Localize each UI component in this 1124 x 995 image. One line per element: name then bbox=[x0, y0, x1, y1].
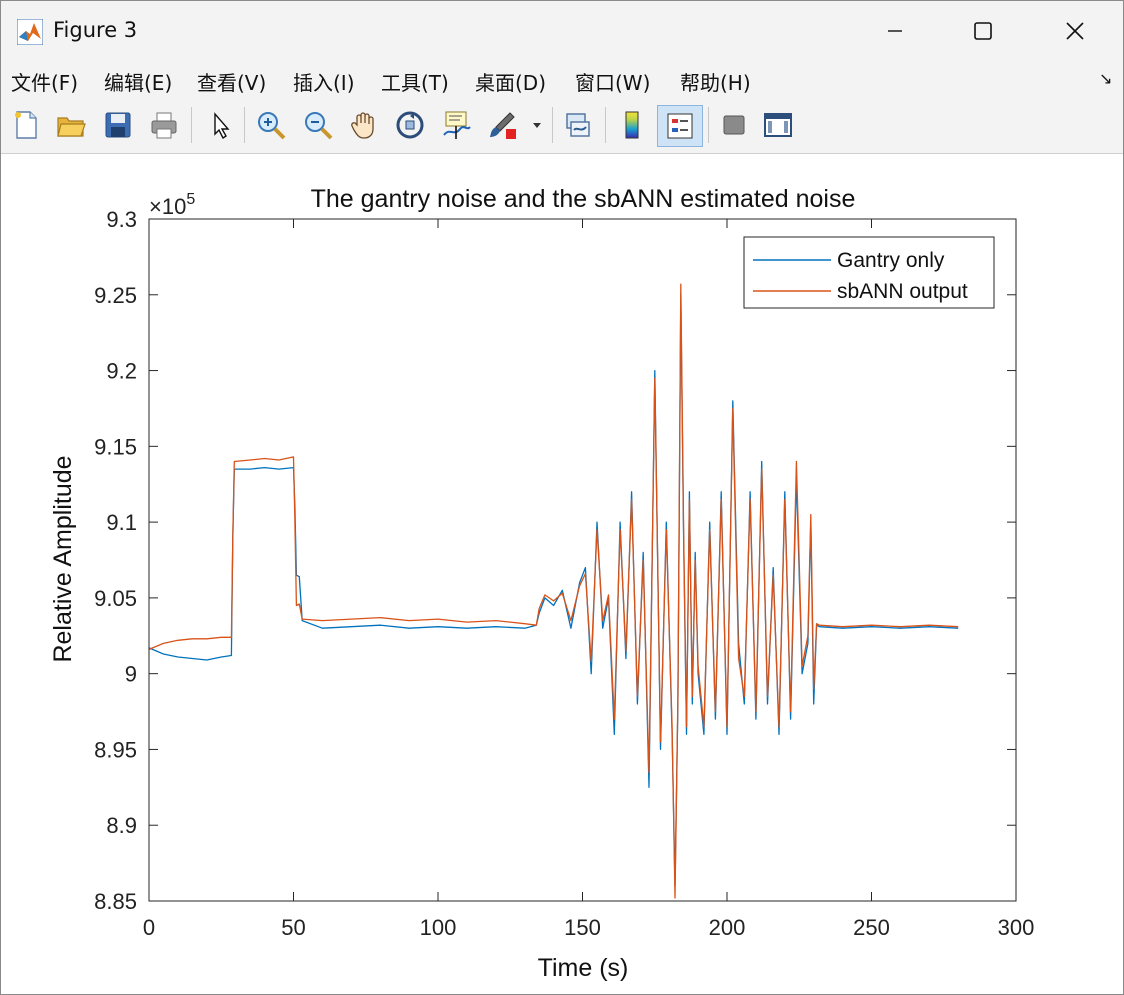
series-line-sbann[interactable] bbox=[148, 283, 959, 899]
menu-view[interactable]: 查看(V) bbox=[197, 71, 267, 95]
x-tick-label: 50 bbox=[281, 915, 305, 940]
data-cursor-button[interactable] bbox=[437, 106, 475, 144]
pan-hand-icon bbox=[351, 112, 374, 139]
window-title: Figure 3 bbox=[53, 18, 138, 42]
hide-plot-tools-button[interactable] bbox=[715, 106, 753, 144]
rotate-3d-icon bbox=[396, 111, 424, 139]
menu-bar: 文件(F) 编辑(E) 查看(V) 插入(I) 工具(T) 桌面(D) 窗口(W… bbox=[1, 61, 1123, 99]
y-tick-label: 9.25 bbox=[94, 283, 137, 308]
zoom-out-button[interactable] bbox=[299, 106, 337, 144]
menu-desktop[interactable]: 桌面(D) bbox=[475, 71, 547, 95]
show-plot-tools-icon bbox=[764, 113, 792, 137]
title-bar[interactable]: Figure 3 bbox=[1, 1, 1123, 61]
legend-label-gantry: Gantry only bbox=[837, 249, 945, 272]
dock-arrow-icon[interactable]: ↘ bbox=[1099, 69, 1113, 88]
edit-pointer-icon bbox=[214, 112, 230, 139]
new-figure-button[interactable] bbox=[7, 106, 45, 144]
chevron-down-icon bbox=[533, 123, 541, 128]
toolbar-separator bbox=[552, 107, 553, 143]
maximize-button[interactable] bbox=[937, 1, 1029, 61]
print-button[interactable] bbox=[145, 106, 183, 144]
zoom-out-icon bbox=[305, 112, 333, 140]
link-plot-icon bbox=[566, 113, 590, 137]
y-axis-label: Relative Amplitude bbox=[49, 455, 77, 662]
matlab-logo-icon bbox=[17, 19, 43, 45]
pan-button[interactable] bbox=[345, 106, 383, 144]
zoom-in-button[interactable] bbox=[252, 106, 290, 144]
hide-plot-tools-icon bbox=[723, 115, 745, 135]
y-tick-label: 9.1 bbox=[106, 510, 137, 535]
maximize-icon bbox=[974, 22, 992, 40]
insert-legend-button[interactable] bbox=[657, 105, 703, 147]
data-cursor-icon bbox=[443, 111, 471, 139]
menu-window[interactable]: 窗口(W) bbox=[575, 71, 651, 95]
print-icon bbox=[151, 112, 177, 139]
brush-button[interactable] bbox=[483, 106, 521, 144]
edit-pointer-button[interactable] bbox=[201, 106, 239, 144]
y-exponent-label: ×105 bbox=[149, 191, 195, 219]
menu-edit[interactable]: 编辑(E) bbox=[104, 71, 173, 95]
new-figure-icon bbox=[15, 111, 37, 139]
close-button[interactable] bbox=[1029, 1, 1121, 61]
open-file-button[interactable] bbox=[52, 106, 90, 144]
show-plot-tools-button[interactable] bbox=[759, 106, 797, 144]
open-file-icon bbox=[57, 117, 86, 137]
y-exponent-power: 5 bbox=[186, 191, 195, 208]
brush-dropdown-button[interactable] bbox=[525, 106, 549, 144]
x-tick-label: 0 bbox=[143, 915, 155, 940]
save-button[interactable] bbox=[99, 106, 137, 144]
figure-toolbar bbox=[1, 99, 1123, 154]
svg-text:×105: ×105 bbox=[149, 191, 195, 219]
x-axis-label: Time (s) bbox=[538, 954, 629, 982]
chart-title: The gantry noise and the sbANN estimated… bbox=[311, 185, 856, 213]
menu-insert[interactable]: 插入(I) bbox=[293, 71, 355, 95]
toolbar-separator bbox=[244, 107, 245, 143]
toolbar-separator bbox=[605, 107, 606, 143]
insert-colorbar-button[interactable] bbox=[613, 106, 651, 144]
line-chart[interactable]: The gantry noise and the sbANN estimated… bbox=[1, 154, 1123, 994]
minimize-button[interactable] bbox=[849, 1, 941, 61]
toolbar-separator bbox=[708, 107, 709, 143]
y-tick-label: 8.85 bbox=[94, 889, 137, 914]
x-tick-label: 250 bbox=[853, 915, 890, 940]
legend-box bbox=[743, 236, 995, 309]
y-exponent-base: ×10 bbox=[149, 194, 186, 219]
zoom-in-icon bbox=[258, 112, 286, 140]
y-tick-label: 9.05 bbox=[94, 586, 137, 611]
brush-icon bbox=[490, 112, 516, 139]
toolbar-separator bbox=[191, 107, 192, 143]
legend-label-sbann: sbANN output bbox=[837, 280, 968, 303]
rotate-3d-button[interactable] bbox=[391, 106, 429, 144]
y-tick-label: 8.9 bbox=[106, 813, 137, 838]
minimize-icon bbox=[888, 30, 902, 32]
save-icon bbox=[105, 112, 131, 138]
x-tick-label: 300 bbox=[998, 915, 1035, 940]
menu-file[interactable]: 文件(F) bbox=[11, 71, 79, 95]
menu-help[interactable]: 帮助(H) bbox=[680, 71, 751, 95]
link-plot-button[interactable] bbox=[559, 106, 597, 144]
legend[interactable]: Gantry only sbANN output bbox=[743, 236, 995, 309]
figure-canvas: The gantry noise and the sbANN estimated… bbox=[1, 154, 1123, 994]
x-tick-label: 200 bbox=[709, 915, 746, 940]
legend-icon bbox=[667, 113, 693, 139]
y-tick-label: 9.2 bbox=[106, 359, 137, 384]
y-tick-label: 9.3 bbox=[106, 207, 137, 232]
y-tick-label: 9.15 bbox=[94, 434, 137, 459]
plot-series-group bbox=[148, 283, 959, 899]
close-icon bbox=[1066, 22, 1084, 40]
y-tick-label: 8.95 bbox=[94, 737, 137, 762]
x-tick-label: 150 bbox=[564, 915, 601, 940]
y-tick-label: 9 bbox=[125, 662, 137, 687]
x-tick-label: 100 bbox=[420, 915, 457, 940]
colorbar-icon bbox=[625, 111, 639, 139]
menu-tools[interactable]: 工具(T) bbox=[381, 71, 449, 95]
axis-ticks: 0 50 100 150 200 250 300 8.85 8.9 8.95 9 9.05 9.1 9.1… bbox=[94, 207, 1034, 940]
